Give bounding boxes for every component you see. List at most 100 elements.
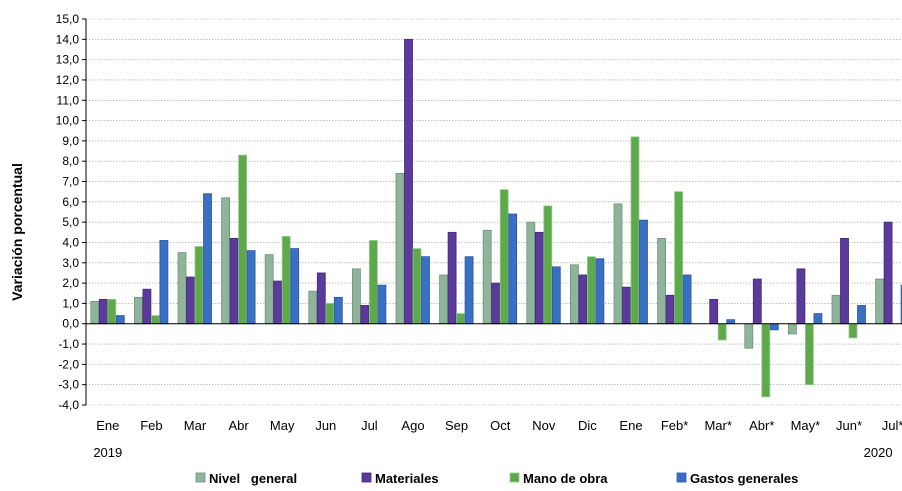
x-category-label: Abr*: [749, 418, 774, 433]
bar-nivel-general: [788, 323, 797, 335]
bar-nivel-general: [133, 296, 143, 325]
bar-nivel-general: [221, 197, 231, 325]
y-tick-label: 4,0: [62, 235, 79, 249]
bar-gastos-generales: [813, 313, 823, 325]
bar-mano-de-obra: [368, 240, 378, 325]
bar-nivel-general: [526, 221, 536, 325]
y-tick-label: 15,0: [56, 12, 80, 26]
x-axis-categories: Ene Feb Mar Abr May Jun Jul Ago Sep Oct Nov Dic Ene F…: [96, 418, 902, 433]
bar-mano-de-obra: [848, 323, 858, 339]
legend-swatch: [361, 472, 372, 483]
legend-entry: Mano de obra: [523, 471, 608, 486]
legend: Nivel general Materiales Mano de obra Gasto…: [195, 471, 798, 486]
y-tick-label: 13,0: [56, 53, 80, 67]
x-category-label: Dic: [578, 418, 597, 433]
x-category-label: Jul*: [882, 418, 902, 433]
x-category-label: Oct: [490, 418, 511, 433]
bar-mano-de-obra: [543, 205, 553, 325]
bar-materiales: [404, 38, 413, 325]
bar-gastos-generales: [508, 213, 518, 325]
bar-materiales: [840, 238, 849, 325]
y-tick-label: 10,0: [56, 114, 80, 128]
x-category-label: Ene: [619, 418, 642, 433]
bar-nivel-general: [875, 278, 884, 325]
y-tick-label: 8,0: [62, 154, 79, 168]
bar-materiales: [665, 294, 675, 325]
x-category-label: Mar: [184, 418, 207, 433]
legend-entry: Nivel general: [209, 471, 297, 486]
bar-nivel-general: [744, 323, 754, 349]
legend-swatch: [195, 472, 206, 483]
bar-nivel-general: [570, 264, 579, 325]
x-category-label: May: [270, 418, 295, 433]
y-axis-ticks: -4,0 -3,0 -2,0 -1,0 0,0 1,0 2,0 3,0 4,0 5,0 6,0 7,0…: [56, 12, 86, 412]
y-tick-label: -1,0: [58, 337, 79, 351]
bar-mano-de-obra: [717, 323, 727, 341]
y-tick-label: 0,0: [62, 317, 79, 331]
bar-gastos-generales: [682, 274, 692, 325]
y-axis-label: Variación porcentual: [9, 163, 25, 301]
y-tick-label: 6,0: [62, 195, 79, 209]
x-category-label: Feb*: [661, 418, 688, 433]
bar-gastos-generales: [769, 323, 779, 331]
x-category-label: Sep: [445, 418, 468, 433]
bar-materiales: [447, 231, 457, 325]
bars: [90, 38, 902, 398]
y-tick-label: 12,0: [56, 73, 80, 87]
bar-materiales: [316, 272, 326, 325]
y-tick-label: 1,0: [62, 296, 79, 310]
bar-materiales: [883, 221, 893, 325]
bar-materiales: [578, 274, 588, 325]
year-labels: 2019 2020: [93, 445, 892, 460]
bar-mano-de-obra: [325, 303, 335, 325]
bar-materiales: [142, 288, 152, 325]
bar-gastos-generales: [333, 296, 343, 325]
y-tick-label: 11,0: [57, 93, 80, 107]
bar-nivel-general: [351, 268, 361, 325]
x-category-label: Jun: [315, 418, 336, 433]
y-tick-label: -2,0: [58, 357, 79, 371]
bar-gastos-generales: [203, 193, 212, 325]
bar-gastos-generales: [421, 256, 430, 325]
y-tick-label: -4,0: [58, 398, 79, 412]
bar-nivel-general: [177, 252, 187, 325]
bar-gastos-generales: [377, 284, 387, 325]
bar-gastos-generales: [857, 305, 866, 325]
bar-gastos-generales: [595, 258, 605, 325]
x-category-label: Ene: [96, 418, 119, 433]
year-label: 2019: [93, 445, 122, 460]
bar-mano-de-obra: [150, 315, 160, 325]
bar-materiales: [360, 305, 370, 325]
bar-mano-de-obra: [281, 235, 291, 325]
bar-materiales: [273, 280, 283, 325]
x-category-label: Jul: [361, 418, 378, 433]
bar-gastos-generales: [290, 248, 300, 325]
y-tick-label: 14,0: [56, 32, 80, 46]
legend-swatch: [676, 472, 687, 483]
bar-mano-de-obra: [761, 323, 771, 398]
bar-materiales: [186, 276, 195, 325]
bar-gastos-generales: [464, 256, 474, 325]
x-category-label: Jun*: [836, 418, 862, 433]
legend-entry: Gastos generales: [690, 471, 798, 486]
axes: [85, 19, 902, 405]
bar-mano-de-obra: [456, 313, 466, 325]
bar-materiales: [796, 268, 806, 325]
bar-mano-de-obra: [238, 154, 248, 325]
x-category-label: May*: [791, 418, 821, 433]
bar-gastos-generales: [115, 315, 125, 325]
bar-gastos-generales: [246, 250, 256, 325]
bar-nivel-general: [308, 290, 318, 325]
bar-materiales: [534, 231, 544, 325]
bar-nivel-general: [657, 238, 666, 325]
bar-nivel-general: [264, 254, 274, 325]
bar-mano-de-obra: [107, 298, 117, 325]
bar-mano-de-obra: [805, 323, 814, 386]
bar-gastos-generales: [726, 319, 736, 325]
bar-materiales: [491, 282, 501, 325]
bar-materiales: [98, 298, 108, 325]
bar-mano-de-obra: [630, 136, 640, 325]
bar-nivel-general: [613, 203, 623, 325]
bar-materiales: [229, 238, 239, 325]
